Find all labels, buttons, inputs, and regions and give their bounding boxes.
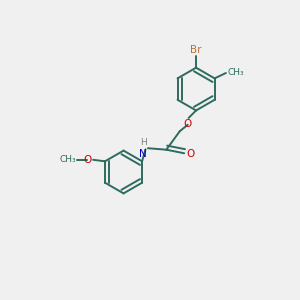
Text: O: O	[184, 119, 192, 129]
Text: CH₃: CH₃	[59, 155, 76, 164]
Text: O: O	[187, 149, 195, 160]
Text: H: H	[140, 138, 146, 147]
Text: O: O	[84, 154, 92, 164]
Text: Br: Br	[190, 45, 202, 55]
Text: N: N	[139, 149, 146, 159]
Text: CH₃: CH₃	[227, 68, 244, 77]
